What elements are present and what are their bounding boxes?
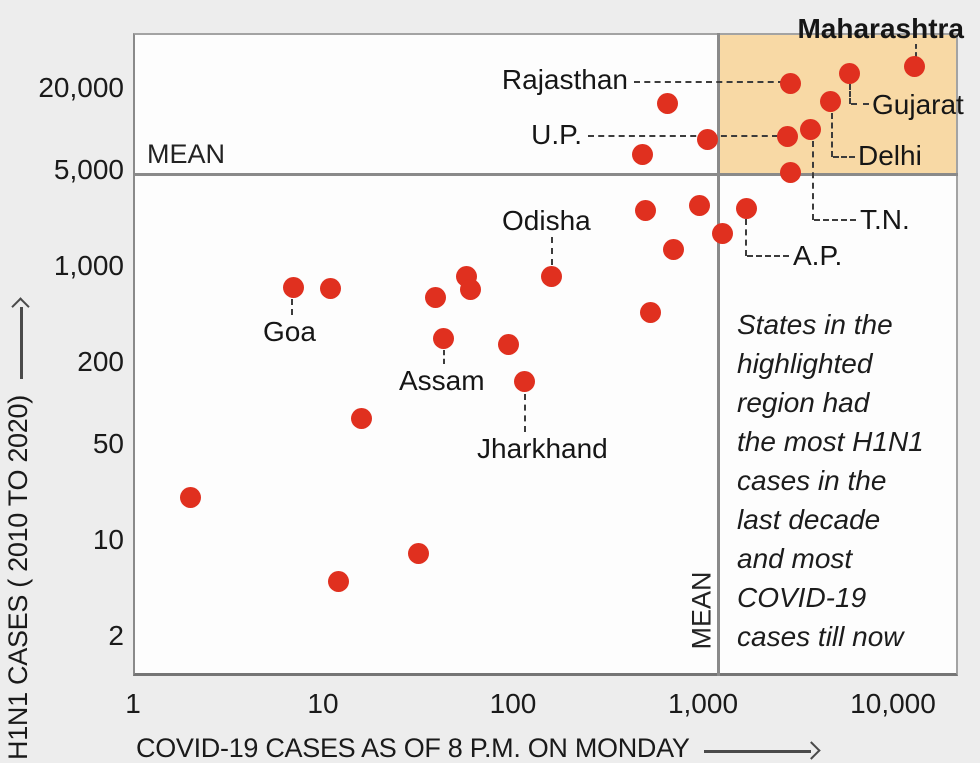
y-axis-title: H1N1 CASES ( 2010 TO 2020) [3,200,37,760]
x-axis-title-text: COVID-19 CASES AS OF 8 P.M. ON MONDAY [136,733,690,763]
data-point-t-n [800,119,822,141]
data-point [711,222,733,244]
mean-line-vertical [717,33,720,676]
data-point-odisha [541,265,563,287]
annotation-text: States in the highlighted region had the mo… [737,305,961,656]
leader-goa [291,299,293,315]
data-point [697,129,719,151]
y-tick-label: 50 [92,428,124,460]
annotation-line: region had [737,387,870,418]
data-point-gujarat [838,62,860,84]
data-point [460,279,482,301]
annotation-line: and most [737,543,853,574]
x-axis-title: COVID-19 CASES AS OF 8 P.M. ON MONDAY [136,733,819,763]
leader-ap-v [745,219,747,256]
data-point [351,407,373,429]
x-tick-label: 10,000 [850,688,936,719]
data-point-goa [283,277,305,299]
state-label-goa: Goa [263,316,316,347]
mean-label-vertical: MEAN [686,571,717,650]
data-point [635,199,657,221]
data-point [498,333,520,355]
mean-label-horizontal: MEAN [147,139,226,169]
y-tick-label: 1,000 [53,250,124,281]
annotation-line: highlighted [737,348,873,379]
data-point-rajasthan [780,73,802,95]
state-label-rajasthan: Rajasthan [501,64,628,95]
leader-gujarat-h [851,103,869,105]
leader-up [588,135,778,137]
y-tick-label: 20,000 [38,71,124,103]
state-label-up: U.P. [531,119,582,150]
state-label-ap: A.P. [793,240,843,271]
x-tick-label: 1,000 [667,688,739,719]
y-tick-label: 10 [92,524,124,555]
state-label-odisha: Odisha [502,205,591,236]
x-tick-label: 10 [307,688,339,719]
y-axis-arrow-icon [8,299,34,379]
state-label-gujarat: Gujarat [872,89,964,120]
data-point-maharashtra [904,56,926,78]
data-point [663,238,685,260]
x-tick-label: 1 [125,688,141,719]
annotation-line: cases in the [737,465,887,496]
leader-maharashtra [915,44,917,57]
annotation-line: last decade [737,504,881,535]
y-tick-label: 2 [108,619,124,651]
data-point [424,286,446,308]
state-label-assam: Assam [399,365,485,396]
leader-delhi-v [831,113,833,157]
data-point [780,162,802,184]
data-point-assam [432,328,454,350]
annotation-line: cases till now [737,621,904,652]
x-tick-label: 100 [489,688,537,719]
y-tick-label: 200 [77,345,124,377]
leader-assam [443,350,445,364]
leader-rajasthan [634,81,784,83]
data-point [631,144,653,166]
data-point [656,93,678,115]
state-label-delhi: Delhi [858,140,922,171]
y-tick-label: 5,000 [53,154,124,186]
leader-tn-v [812,141,814,220]
leader-delhi-h [833,156,855,158]
data-point [640,302,662,323]
annotation-line: COVID-19 [737,582,867,613]
y-axis-title-text: H1N1 CASES ( 2010 TO 2020) [3,395,33,760]
data-point [689,195,711,217]
leader-tn-h [814,219,856,221]
x-axis-arrow-icon [703,738,819,763]
state-label-maharashtra: Maharashtra [797,13,964,44]
state-label-jharkhand: Jharkhand [477,433,608,464]
leader-odisha [551,237,553,265]
annotation-line: States in the [737,309,893,340]
leader-gujarat-v [849,84,851,104]
mean-line-horizontal [133,173,958,176]
data-point [327,570,349,592]
data-point-u-p [777,126,799,148]
data-point-delhi [820,91,842,113]
annotation-line: the most H1N1 [737,426,924,457]
data-point [179,487,201,509]
data-point-a-p [736,197,758,219]
leader-jharkhand [524,394,526,432]
data-point [408,543,430,565]
leader-ap-h [747,255,789,257]
data-point-jharkhand [514,371,536,393]
state-label-tn: T.N. [860,204,910,235]
data-point [320,278,342,300]
